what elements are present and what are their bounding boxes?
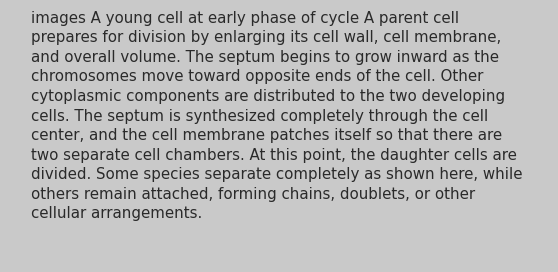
Text: images A young cell at early phase of cycle A parent cell
prepares for division : images A young cell at early phase of cy…	[31, 11, 522, 221]
